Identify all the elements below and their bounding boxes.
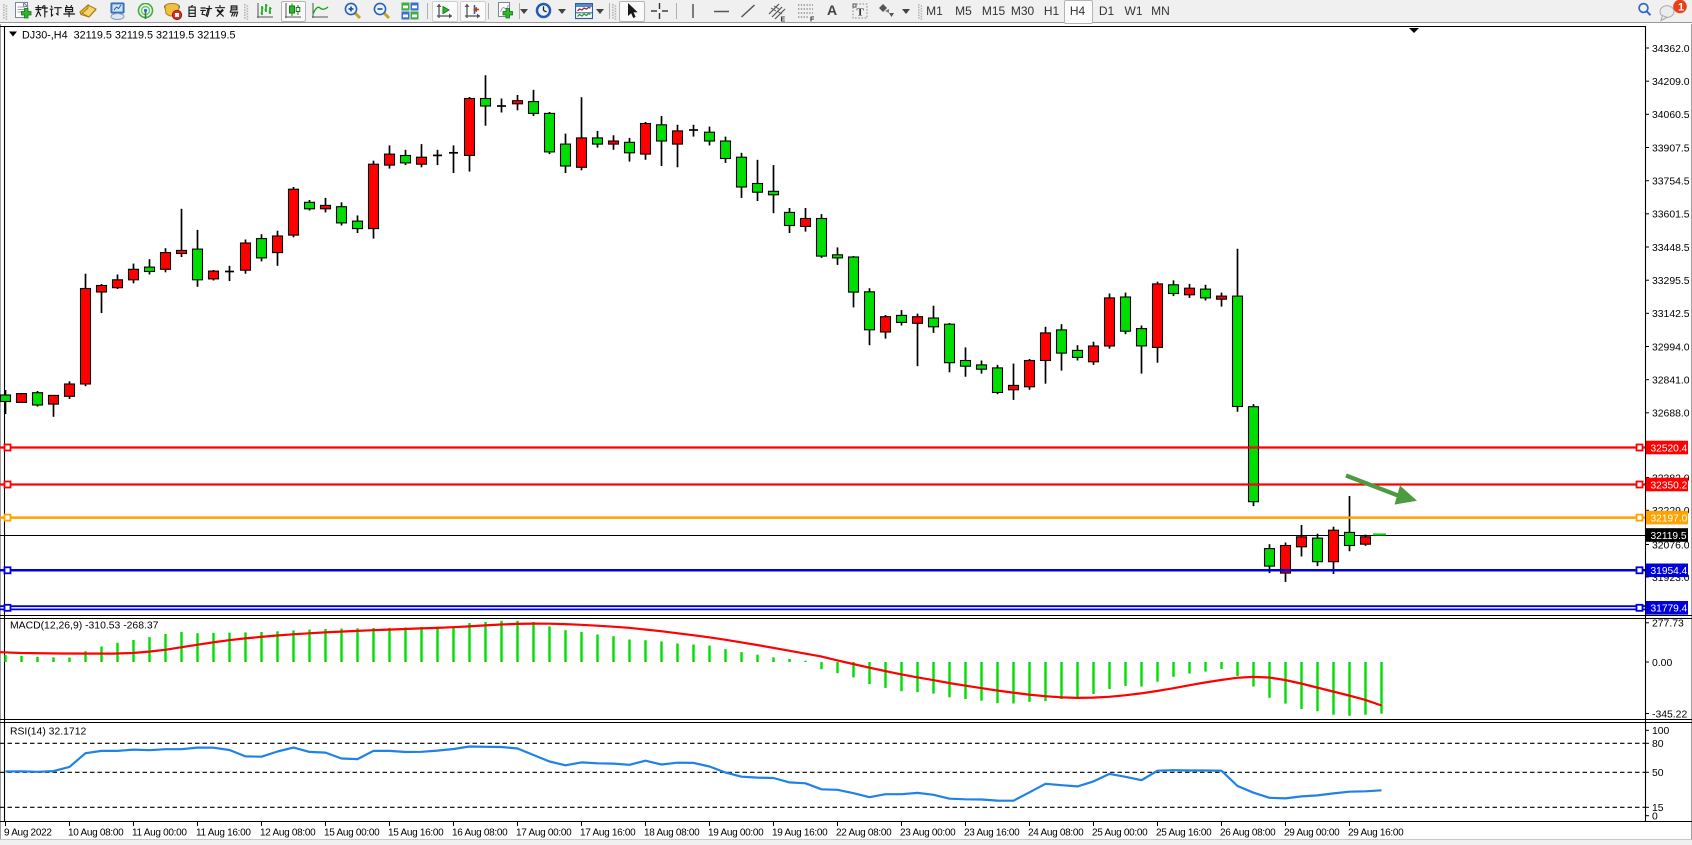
svg-text:22 Aug 08:00: 22 Aug 08:00 [836,827,892,838]
svg-text:11 Aug 00:00: 11 Aug 00:00 [132,827,187,838]
svg-text:15 Aug 16:00: 15 Aug 16:00 [388,827,444,838]
svg-text:33448.5: 33448.5 [1652,243,1690,254]
svg-text:29 Aug 00:00: 29 Aug 00:00 [1284,827,1340,838]
svg-text:33601.5: 33601.5 [1652,210,1690,221]
svg-text:18 Aug 08:00: 18 Aug 08:00 [644,827,700,838]
svg-text:34209.0: 34209.0 [1652,77,1690,88]
svg-text:11 Aug 16:00: 11 Aug 16:00 [196,827,251,838]
svg-text:26 Aug 08:00: 26 Aug 08:00 [1220,827,1276,838]
svg-text:32076.0: 32076.0 [1652,540,1690,551]
svg-text:10 Aug 08:00: 10 Aug 08:00 [68,827,124,838]
svg-text:50: 50 [1652,768,1664,779]
svg-text:32520.4: 32520.4 [1651,443,1688,454]
svg-text:80: 80 [1652,739,1664,750]
svg-text:32994.0: 32994.0 [1652,342,1690,353]
svg-text:25 Aug 16:00: 25 Aug 16:00 [1156,827,1212,838]
svg-text:32197.0: 32197.0 [1651,513,1688,524]
svg-text:32688.0: 32688.0 [1652,409,1690,420]
svg-text:33754.5: 33754.5 [1652,177,1690,188]
svg-text:32119.5: 32119.5 [1651,531,1687,542]
svg-text:17 Aug 16:00: 17 Aug 16:00 [580,827,636,838]
svg-text:31779.4: 31779.4 [1651,604,1688,615]
svg-text:19 Aug 16:00: 19 Aug 16:00 [772,827,828,838]
svg-text:T: T [857,7,865,19]
svg-text:-345.22: -345.22 [1652,709,1687,720]
svg-text:15 Aug 00:00: 15 Aug 00:00 [324,827,380,838]
svg-text:0: 0 [1652,812,1658,823]
svg-text:33907.5: 33907.5 [1652,143,1690,154]
svg-text:12 Aug 08:00: 12 Aug 08:00 [260,827,316,838]
svg-text:34060.5: 34060.5 [1652,110,1690,121]
svg-text:E: E [781,17,786,23]
svg-text:19 Aug 00:00: 19 Aug 00:00 [708,827,764,838]
svg-text:33295.5: 33295.5 [1652,276,1690,287]
svg-text:25 Aug 00:00: 25 Aug 00:00 [1092,827,1148,838]
svg-text:0.00: 0.00 [1652,658,1672,669]
svg-text:MACD(12,26,9) -310.53 -268.37: MACD(12,26,9) -310.53 -268.37 [10,621,159,632]
svg-text:31923.0: 31923.0 [1652,573,1690,584]
svg-text:31954.4: 31954.4 [1651,566,1688,577]
svg-text:F: F [810,17,815,23]
svg-text:17 Aug 00:00: 17 Aug 00:00 [516,827,572,838]
svg-text:33142.5: 33142.5 [1652,309,1690,320]
svg-text:29 Aug 16:00: 29 Aug 16:00 [1348,827,1404,838]
svg-text:32841.0: 32841.0 [1652,376,1690,387]
svg-text:277.73: 277.73 [1652,619,1684,630]
svg-text:23 Aug 16:00: 23 Aug 16:00 [964,827,1020,838]
svg-text:RSI(14) 32.1712: RSI(14) 32.1712 [10,727,86,738]
svg-text:16 Aug 08:00: 16 Aug 08:00 [452,827,508,838]
svg-text:23 Aug 00:00: 23 Aug 00:00 [900,827,956,838]
svg-text:15: 15 [1652,803,1664,814]
svg-text:34362.0: 34362.0 [1652,44,1690,55]
svg-text:9 Aug 2022: 9 Aug 2022 [4,827,52,838]
svg-text:1: 1 [1678,2,1684,14]
svg-text:DJ30-,H4 32119.5 32119.5 3211: DJ30-,H4 32119.5 32119.5 32119.5 32119.5 [22,30,236,42]
svg-text:100: 100 [1652,726,1670,737]
svg-text:24 Aug 08:00: 24 Aug 08:00 [1028,827,1084,838]
svg-text:32350.2: 32350.2 [1651,480,1688,491]
